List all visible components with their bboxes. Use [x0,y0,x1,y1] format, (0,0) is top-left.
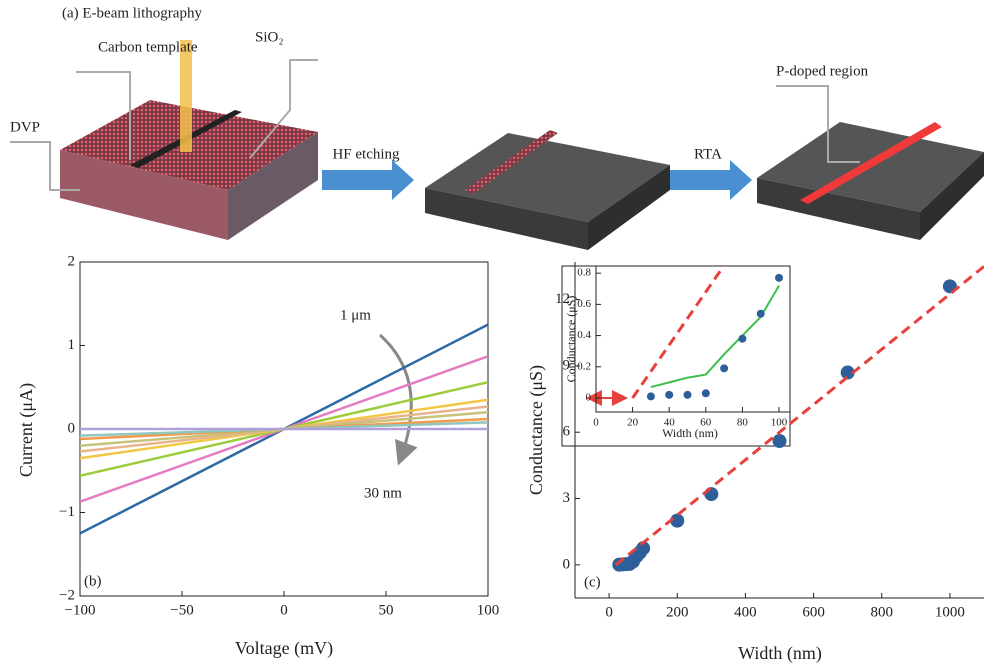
label: P-doped region [776,63,869,79]
y-axis-label: Conductance (μS) [526,365,547,495]
figure: (a) E-beam lithography Carbon template S… [0,0,984,670]
x-tick-label: 200 [666,604,689,620]
label: SiO₂ [255,29,284,45]
x-tick-label: 400 [734,604,757,620]
y-tick-label: 0.2 [577,360,591,372]
annotation: 30 nm [364,485,402,501]
plot-area [80,325,488,534]
y-tick-label: −1 [59,504,75,520]
x-axis-label: Width (nm) [738,643,822,664]
panel-label: (b) [84,573,102,589]
y-axis-label: Conductance (μS) [564,296,578,383]
y-tick-label: 0 [68,420,76,436]
x-tick-label: 80 [737,417,749,429]
arrow [670,160,752,200]
y-tick-label: 0.8 [577,267,591,279]
x-tick-label: −50 [170,602,193,618]
x-tick-label: 100 [477,602,500,618]
x-tick-label: 1000 [935,604,965,620]
label: Carbon template [98,39,198,55]
point [702,389,710,397]
x-tick-label: 20 [627,417,639,429]
y-tick-label: 1 [68,337,76,353]
point [720,364,728,372]
y-tick-label: 0 [586,391,592,403]
y-tick-label: 0.4 [577,329,591,341]
x-tick-label: 0 [605,604,613,620]
x-tick-label: 100 [771,417,788,429]
label: HF etching [332,146,400,162]
diagram-title: (a) E-beam lithography [62,5,202,21]
y-tick-label: −2 [59,587,75,603]
point [647,392,655,400]
arrow [322,160,414,200]
label: DVP [10,119,40,135]
annotation: 1 μm [340,307,371,323]
x-tick-label: 800 [871,604,894,620]
chart: −100 −50 0 50 100 −2 −1 0 1 2 Voltage (mV) Current … [16,253,499,659]
panel-label: (c) [584,574,601,590]
x-tick-label: 0 [280,602,288,618]
y-tick-label: 0 [563,556,571,572]
slab-1 [60,40,318,240]
x-tick-label: 600 [802,604,825,620]
point [757,310,765,318]
y-tick-label: 2 [68,253,76,269]
point [665,391,673,399]
arrow [380,335,411,460]
y-tick-label: 3 [563,490,571,506]
point [738,335,746,343]
slab-3 [757,122,984,240]
point [775,274,783,282]
point [684,391,692,399]
y-axis-label: Current (μA) [16,383,37,477]
point [773,434,787,448]
x-tick-label: 0 [593,417,599,429]
x-axis-label: Width (nm) [662,426,718,440]
label: RTA [694,146,722,162]
x-tick-label: 50 [379,602,394,618]
x-tick-label: −100 [65,602,96,618]
x-axis-label: Voltage (mV) [235,638,333,659]
y-tick-label: 0.6 [577,298,591,310]
slab-2 [425,130,670,250]
y-tick-label: 6 [563,424,571,440]
